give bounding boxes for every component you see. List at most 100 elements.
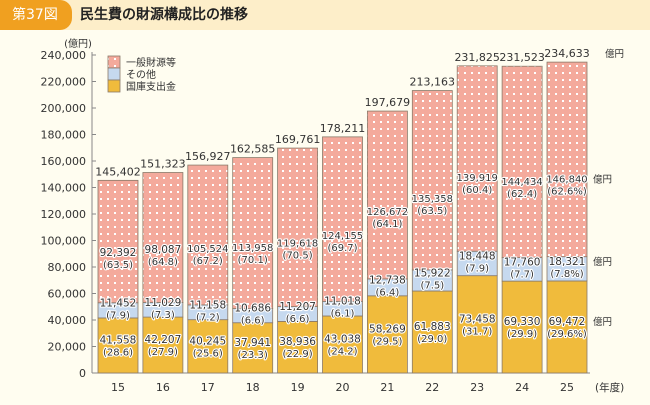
header-background: [0, 0, 650, 30]
x-tick-label: 23: [470, 381, 484, 394]
bar-segment-general: [187, 164, 229, 306]
data-label-percent: (23.3): [238, 350, 268, 361]
data-label-percent: (7.9): [106, 310, 130, 321]
data-label-value: 18,321: [549, 256, 586, 268]
data-label-value: 61,883: [414, 321, 451, 333]
bar-segment-general: [501, 65, 543, 259]
total-label: 151,323: [140, 157, 186, 170]
data-label-value: 41,558: [100, 334, 137, 346]
data-label-percent: (60.4): [462, 185, 492, 196]
data-label-percent: (69.7): [327, 243, 357, 254]
data-label-value: 139,919: [457, 173, 498, 184]
bar-segment-general: [546, 61, 588, 258]
bar-segment-general: [97, 179, 139, 304]
bar-segment-general: [232, 157, 274, 309]
bar-segment-general: [322, 136, 363, 302]
legend-label: その他: [126, 68, 156, 81]
data-label-percent: (6.6): [286, 314, 310, 325]
legend-swatch-other: [107, 67, 121, 81]
legend-label: 国庫支出金: [126, 80, 176, 93]
bar-segment-national: [277, 321, 319, 374]
data-label-value: 126,672: [367, 207, 408, 218]
y-axis-unit-label: (億円): [64, 37, 92, 50]
x-tick-label: 21: [380, 381, 394, 394]
bar-segment-national: [366, 295, 408, 374]
bar-segment-national: [456, 275, 498, 374]
data-label-percent: (29.0): [417, 334, 447, 345]
data-label-value: 119,618: [277, 238, 318, 249]
bar-segment-other: [546, 256, 588, 282]
data-label-value: 146,840: [546, 175, 587, 186]
y-tick-label: 60,000: [48, 288, 87, 301]
data-label-percent: (64.8): [148, 257, 178, 268]
bar-segment-general: [411, 90, 453, 271]
y-tick-label: 40,000: [48, 314, 87, 327]
data-label-percent: (29.6%): [547, 329, 587, 340]
data-label-value: 11,029: [145, 297, 182, 309]
data-label-value: 144,434: [501, 177, 542, 188]
x-axis-unit-label: (年度): [595, 381, 624, 394]
y-tick-label: 220,000: [41, 76, 87, 89]
data-label-percent: (7.7): [510, 269, 534, 280]
data-label-value: 42,207: [145, 334, 182, 346]
data-label-percent: (70.5): [283, 250, 313, 261]
data-label-percent: (31.7): [462, 326, 492, 337]
y-tick-label: 120,000: [41, 208, 87, 221]
figure-title: 民生費の財源構成比の推移: [80, 7, 248, 23]
y-tick-label: 0: [79, 367, 86, 380]
data-label-value: 105,524: [187, 244, 228, 255]
data-label-value: 69,330: [504, 316, 541, 328]
x-tick-label: 20: [336, 381, 350, 394]
data-label-value: 69,472: [549, 316, 586, 328]
data-label-percent: (7.3): [151, 310, 175, 321]
bars: [97, 61, 588, 374]
data-label-value: 11,018: [324, 296, 361, 308]
data-label-value: 11,158: [189, 299, 226, 311]
bar-segment-general: [142, 172, 184, 303]
data-label-value: 98,087: [145, 244, 182, 256]
legend-label: 一般財源等: [126, 56, 176, 69]
total-label: 178,211: [320, 122, 366, 135]
x-tick-label: 15: [111, 381, 125, 394]
data-label-percent: (29.9): [507, 329, 537, 340]
data-label-value: 43,038: [324, 333, 361, 345]
total-label: 162,585: [230, 143, 276, 156]
y-tick-label: 100,000: [41, 235, 87, 248]
data-label-percent: (6.4): [376, 287, 400, 298]
figure-number-tag: 第37図: [0, 0, 72, 30]
bar-segment-national: [546, 280, 588, 374]
data-label-value: 17,760: [504, 256, 541, 268]
data-label-value: 135,358: [412, 194, 453, 205]
data-label-value: 11,452: [100, 297, 137, 309]
data-label-percent: (7.8%): [550, 269, 583, 280]
total-label: 234,633: [544, 47, 590, 60]
unit-annotation: 億円: [593, 174, 612, 186]
data-label-value: 15,922: [414, 267, 451, 279]
x-tick-label: 22: [425, 381, 439, 394]
data-label-value: 12,738: [369, 274, 406, 286]
data-label-percent: (6.1): [331, 309, 355, 320]
total-label: 169,761: [275, 133, 321, 146]
bar-segment-general: [456, 65, 498, 252]
data-label-percent: (28.6): [103, 347, 133, 358]
figure-header: 第37図 民生費の財源構成比の推移: [0, 0, 650, 30]
data-label-value: 40,245: [189, 335, 226, 347]
data-labels: 41,558(28.6)11,452(7.9)92,392(63.5)145,4…: [95, 47, 624, 362]
data-label-percent: (63.5): [417, 206, 447, 217]
y-tick-label: 80,000: [48, 261, 87, 274]
unit-annotation: 億円: [605, 48, 624, 60]
x-tick-label: 16: [156, 381, 170, 394]
total-label: 231,523: [499, 51, 545, 64]
bar-segment-national: [232, 322, 274, 374]
data-label-percent: (7.2): [196, 312, 220, 323]
data-label-value: 37,941: [234, 337, 271, 349]
bar-segment-other: [456, 250, 498, 277]
x-tick-label: 24: [515, 381, 529, 394]
y-tick-label: 20,000: [48, 341, 87, 354]
total-label: 156,927: [185, 150, 231, 163]
data-label-value: 113,958: [232, 243, 273, 254]
y-tick-label: 140,000: [41, 182, 87, 195]
bar-segment-general: [277, 147, 319, 307]
data-label-percent: (62.4): [507, 189, 537, 200]
